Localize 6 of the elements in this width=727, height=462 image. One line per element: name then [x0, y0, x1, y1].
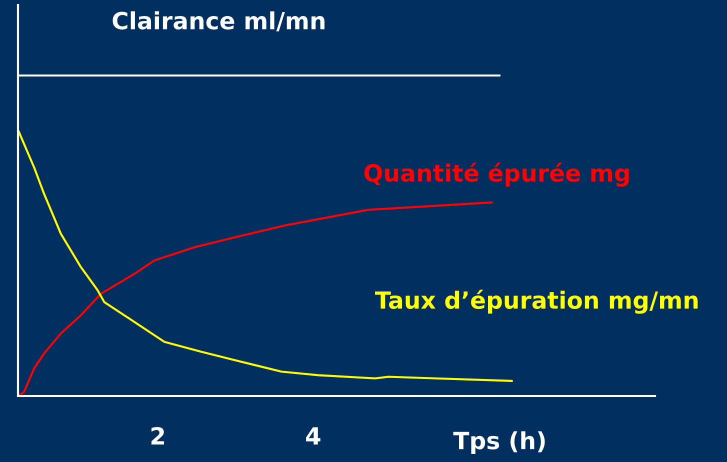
x-tick-label: 4 [306, 427, 320, 444]
series-label: Clairance ml/mn [112, 11, 324, 32]
x-tick-label: 2 [151, 426, 164, 444]
text: Taux d’épuration mg/mn [375, 290, 698, 314]
x-axis-title: Tps (h) [453, 431, 545, 454]
series-label: Quantité épurée mg [364, 162, 629, 187]
